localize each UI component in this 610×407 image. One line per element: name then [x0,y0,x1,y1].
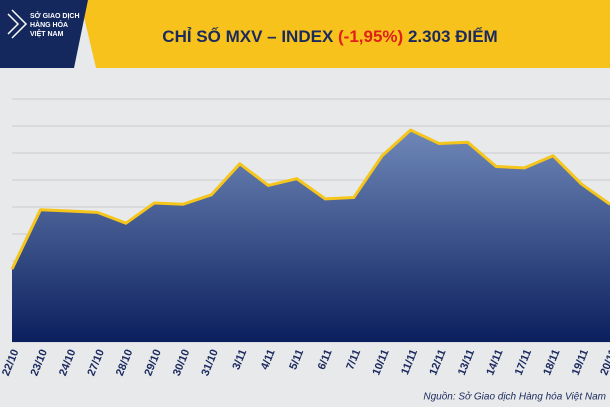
x-tick-label: 20/11 [598,348,610,377]
title-part: 2.303 ĐIỂM [408,27,498,46]
logo-icon [7,9,28,39]
source-note: Nguồn: Sở Giao dịch Hàng hóa Việt Nam [423,391,606,403]
logo-text: SỞ GIAO DỊCH [30,11,80,20]
chart-title: CHỈ SỐ MXV – INDEX (-1,95%) 2.303 ĐIỂM [162,26,497,46]
title-part: CHỈ SỐ MXV – INDEX [162,26,334,46]
logo-panel [0,0,88,68]
title-change: (-1,95%) [338,27,403,46]
header-band [80,0,610,68]
line [10,128,610,270]
logo-text: HÀNG HÓA [30,20,68,29]
logo-text: VIỆT NAM [30,29,64,38]
area [12,130,610,342]
